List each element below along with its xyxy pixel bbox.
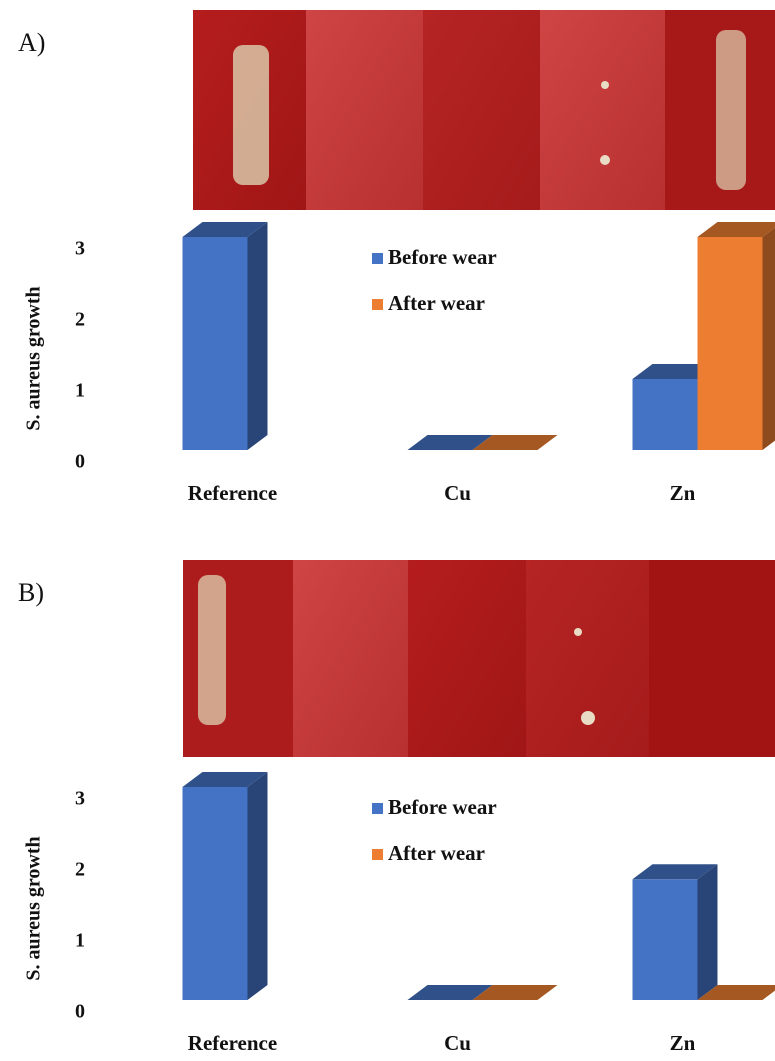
y-tick-label: 3 <box>75 788 85 810</box>
bar-side <box>698 864 718 1000</box>
legend-swatch <box>372 849 383 860</box>
y-axis-label: S. aureus growth <box>23 286 45 430</box>
bar <box>698 237 763 450</box>
legend-swatch <box>372 299 383 310</box>
bar-side <box>248 772 268 1000</box>
x-tick-label: Zn <box>670 481 696 505</box>
figure: A) S. aureus growth 0 1 2 3 Reference Cu Zn Befor… <box>0 0 775 1061</box>
y-tick-label: 2 <box>75 859 85 881</box>
bar <box>633 379 698 450</box>
photo-strip-a <box>193 10 775 210</box>
bar-side <box>763 222 775 450</box>
page: {"chart_data": [ {"type": "bar", "panel_… <box>0 0 775 1061</box>
panel-label: B) <box>18 578 44 607</box>
bar <box>183 237 248 450</box>
x-tick-label: Cu <box>444 1031 471 1055</box>
y-axis-label: S. aureus growth <box>23 836 45 980</box>
panel-label: A) <box>18 28 45 57</box>
photo-strip-b <box>183 560 775 757</box>
x-tick-label: Reference <box>188 481 277 505</box>
y-tick-label: 1 <box>75 930 85 952</box>
legend-label: Before wear <box>388 795 497 819</box>
y-tick-label: 0 <box>75 1001 85 1023</box>
bar-side <box>248 222 268 450</box>
y-tick-label: 0 <box>75 451 85 473</box>
bar <box>633 879 698 1000</box>
legend-label: Before wear <box>388 245 497 269</box>
bar <box>183 787 248 1000</box>
x-tick-label: Reference <box>188 1031 277 1055</box>
x-tick-label: Zn <box>670 1031 696 1055</box>
legend-swatch <box>372 803 383 814</box>
legend-label: After wear <box>388 291 485 315</box>
x-tick-label: Cu <box>444 481 471 505</box>
legend-label: After wear <box>388 841 485 865</box>
legend-swatch <box>372 253 383 264</box>
y-tick-label: 3 <box>75 238 85 260</box>
y-tick-label: 2 <box>75 309 85 331</box>
y-tick-label: 1 <box>75 380 85 402</box>
bar-top <box>698 222 775 237</box>
